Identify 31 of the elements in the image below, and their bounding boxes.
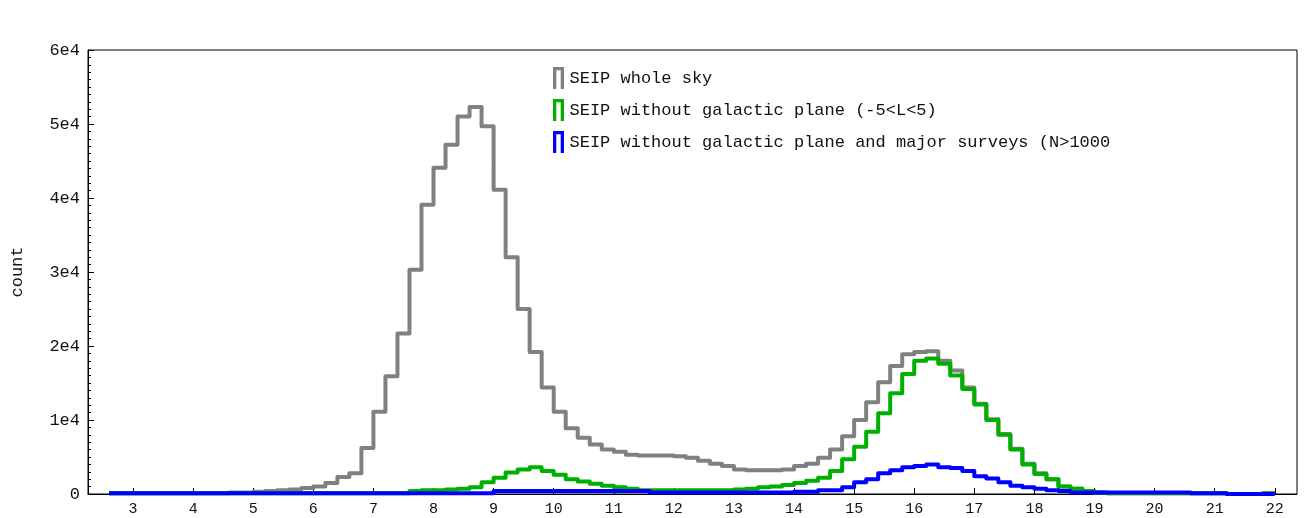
- x-tick-label: 21: [1205, 501, 1224, 518]
- y-axis-title: count: [8, 246, 27, 298]
- x-tick-label: 12: [664, 501, 683, 518]
- x-tick-label: 22: [1265, 501, 1284, 518]
- y-tick-label: 4e4: [49, 188, 80, 208]
- y-tick-label: 3e4: [49, 262, 80, 282]
- x-tick-label: 8: [429, 501, 439, 518]
- y-tick-label: 1e4: [49, 410, 80, 430]
- x-tick-label: 19: [1085, 501, 1104, 518]
- x-tick-label: 16: [905, 501, 924, 518]
- x-tick-label: 6: [308, 501, 318, 518]
- x-tick-label: 14: [785, 501, 804, 518]
- legend-label: SEIP without galactic plane and major surveys (N>1000: [569, 132, 1111, 152]
- y-tick-label: 2e4: [49, 336, 80, 356]
- y-tick-label: 5e4: [49, 114, 80, 134]
- x-tick-label: 18: [1025, 501, 1044, 518]
- x-tick-label: 5: [248, 501, 258, 518]
- x-tick-label: 7: [368, 501, 378, 518]
- x-tick-label: 10: [544, 501, 563, 518]
- x-tick-label: 4: [188, 501, 198, 518]
- y-tick-label: 6e4: [49, 40, 80, 60]
- legend-label: SEIP without galactic plane (-5<L<5): [569, 100, 937, 120]
- y-tick-label: 0: [69, 484, 80, 504]
- x-tick-label: 11: [604, 501, 623, 518]
- x-tick-label: 3: [128, 501, 138, 518]
- x-tick-label: 17: [965, 501, 984, 518]
- x-tick-label: 9: [489, 501, 499, 518]
- x-tick-label: 13: [724, 501, 743, 518]
- x-tick-label: 15: [845, 501, 864, 518]
- x-tick-label: 20: [1145, 501, 1164, 518]
- legend-label: SEIP whole sky: [569, 68, 713, 88]
